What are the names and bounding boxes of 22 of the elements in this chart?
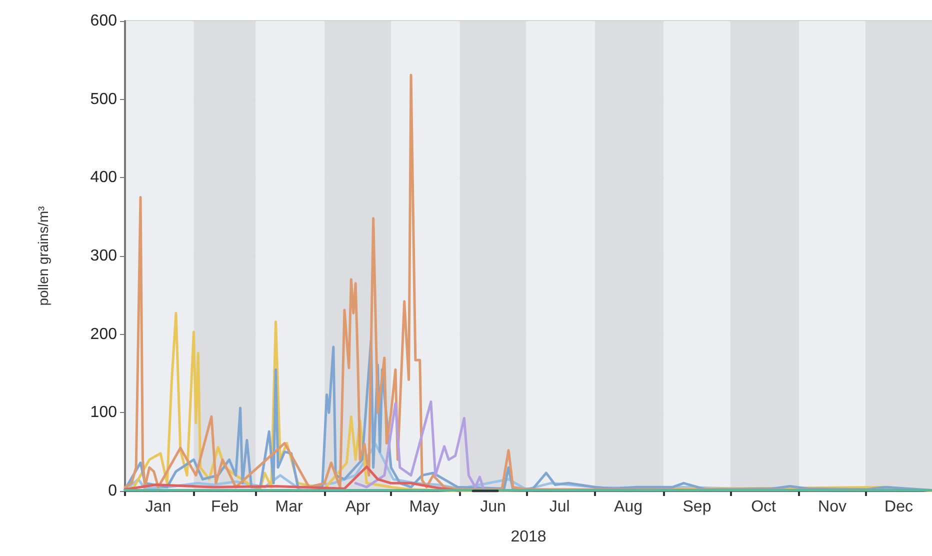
y-tick-label: 100	[90, 404, 118, 422]
x-tick-label: Dec	[884, 498, 913, 516]
x-tick-label: Jun	[480, 498, 506, 516]
x-tick-label: Jul	[549, 498, 570, 516]
y-tick-label: 300	[90, 248, 118, 264]
x-tick-label: Apr	[345, 498, 371, 516]
y-tick-label: 400	[90, 169, 118, 186]
x-tick-label: Oct	[751, 498, 777, 516]
x-tick-label: Sep	[682, 498, 712, 516]
y-axis-title: pollen grains/m³	[35, 206, 51, 306]
x-tick-label: Aug	[614, 498, 642, 516]
x-tick-label: Mar	[275, 498, 304, 516]
y-tick-label: 600	[90, 12, 118, 30]
x-axis-title: 2018	[510, 528, 546, 546]
x-tick-label: Nov	[818, 498, 846, 516]
y-tick-label: 0	[108, 482, 118, 500]
x-tick-label: Feb	[210, 498, 239, 516]
line-series	[124, 465, 462, 492]
x-tick-label: May	[409, 498, 440, 516]
y-tick-label: 500	[90, 90, 118, 108]
x-tick-label: Jan	[145, 498, 172, 516]
y-tick-label: 200	[90, 326, 118, 343]
